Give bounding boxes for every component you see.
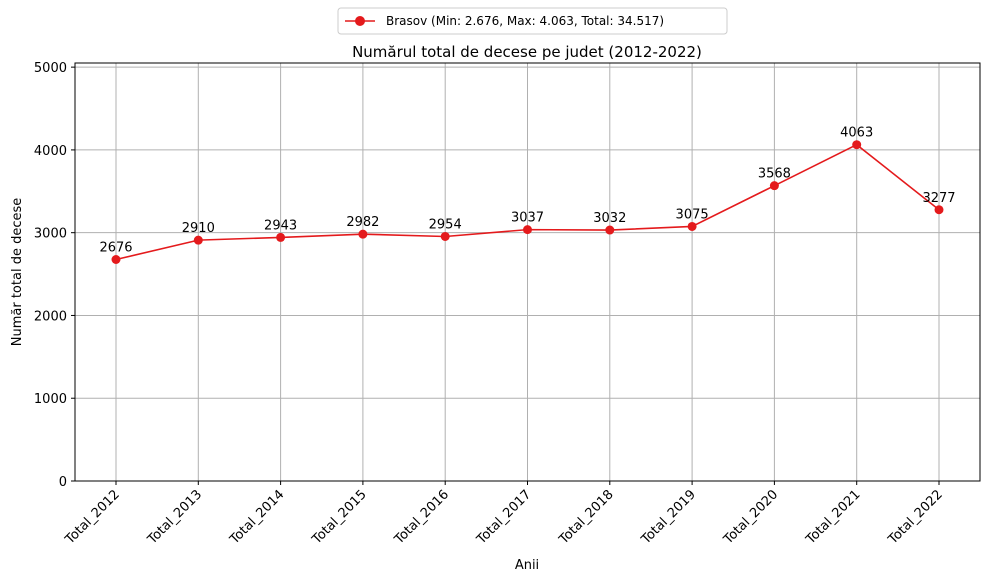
data-label: 2910 bbox=[182, 221, 215, 236]
x-tick-label: Total_2018 bbox=[556, 487, 617, 548]
y-axis-label: Număr total de decese bbox=[10, 198, 25, 346]
x-tick-label: Total_2019 bbox=[638, 487, 699, 548]
data-point bbox=[523, 225, 532, 235]
data-label: 2954 bbox=[429, 217, 462, 232]
chart-title: Numărul total de decese pe judet (2012-2… bbox=[352, 43, 702, 61]
x-tick-label: Total_2022 bbox=[885, 487, 946, 548]
data-point bbox=[769, 181, 779, 191]
grid bbox=[75, 63, 980, 482]
data-label: 4063 bbox=[840, 126, 873, 141]
data-point bbox=[111, 255, 121, 265]
x-tick-label: Total_2013 bbox=[144, 487, 205, 548]
data-point bbox=[358, 229, 368, 239]
x-tick-label: Total_2015 bbox=[309, 487, 370, 548]
data-labels: 2676 2910 2943 2982 2954 3037 3032 3075 3568 4063… bbox=[99, 126, 955, 256]
data-label: 3032 bbox=[593, 211, 626, 226]
data-point bbox=[852, 140, 862, 150]
data-point bbox=[440, 231, 450, 241]
x-tick-label: Total_2020 bbox=[720, 487, 781, 548]
data-label: 3037 bbox=[511, 211, 544, 226]
data-label: 2676 bbox=[99, 241, 132, 256]
data-label: 2982 bbox=[346, 215, 379, 230]
y-tick-label: 5000 bbox=[34, 61, 67, 76]
legend-marker-swatch bbox=[355, 16, 365, 26]
series bbox=[111, 140, 944, 265]
x-tick-label: Total_2012 bbox=[62, 487, 123, 548]
data-point bbox=[934, 205, 944, 215]
y-tick-label: 2000 bbox=[34, 309, 67, 324]
data-label: 2943 bbox=[264, 218, 297, 233]
data-point bbox=[276, 232, 286, 242]
data-point bbox=[687, 221, 697, 231]
x-tick-label: Total_2021 bbox=[803, 487, 864, 548]
data-label: 3075 bbox=[676, 207, 709, 222]
data-point bbox=[193, 235, 203, 245]
y-axis: 0 1000 2000 3000 4000 5000 bbox=[34, 61, 75, 490]
y-tick-label: 1000 bbox=[34, 392, 67, 407]
x-tick-label: Total_2014 bbox=[227, 487, 288, 548]
legend-entry: Brasov (Min: 2.676, Max: 4.063, Total: 3… bbox=[386, 14, 664, 28]
data-label: 3277 bbox=[922, 191, 955, 206]
data-label: 3568 bbox=[758, 167, 791, 182]
x-tick-label: Total_2017 bbox=[474, 487, 535, 548]
legend: Brasov (Min: 2.676, Max: 4.063, Total: 3… bbox=[337, 7, 728, 35]
y-tick-label: 4000 bbox=[34, 144, 67, 159]
y-tick-label: 0 bbox=[59, 475, 67, 490]
x-axis: Total_2012 Total_2013 Total_2014 Total_2015… bbox=[62, 481, 946, 548]
legend-box bbox=[337, 7, 728, 35]
y-tick-label: 3000 bbox=[34, 227, 67, 242]
x-tick-label: Total_2016 bbox=[391, 487, 452, 548]
x-axis-label: Anii bbox=[515, 558, 539, 573]
data-point bbox=[605, 225, 615, 235]
